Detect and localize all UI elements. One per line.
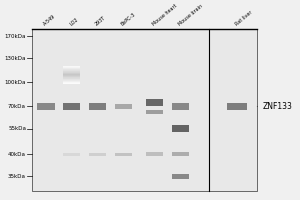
Bar (227, 103, 247, 110)
Bar (172, 125, 189, 132)
Bar (172, 103, 189, 110)
Bar (38, 103, 55, 110)
Bar (115, 153, 132, 156)
Text: Rat liver: Rat liver (234, 10, 253, 27)
Bar (63, 103, 80, 110)
Bar (63, 81, 80, 82)
Bar (63, 153, 80, 156)
Bar (63, 79, 80, 80)
Bar (63, 83, 80, 84)
Bar (32, 29, 257, 191)
Bar (115, 104, 132, 109)
Bar (63, 72, 80, 73)
Bar (63, 66, 80, 67)
Bar (89, 103, 106, 110)
Bar (63, 70, 80, 71)
Bar (146, 99, 163, 106)
Text: Mouse brain: Mouse brain (177, 4, 203, 27)
Bar (146, 152, 163, 156)
Bar (63, 76, 80, 77)
Text: LO2: LO2 (68, 17, 79, 27)
Bar (63, 69, 80, 70)
Bar (89, 153, 106, 156)
Bar (63, 75, 80, 76)
Bar (63, 78, 80, 79)
Text: 40kDa: 40kDa (8, 152, 26, 157)
Bar (63, 82, 80, 83)
Text: 70kDa: 70kDa (8, 104, 26, 109)
Bar (63, 67, 80, 68)
Text: Mouse heart: Mouse heart (151, 4, 178, 27)
Text: 293T: 293T (94, 15, 107, 27)
Text: 100kDa: 100kDa (4, 80, 26, 85)
Bar (63, 73, 80, 74)
Bar (63, 68, 80, 69)
Text: BxPC-3: BxPC-3 (120, 12, 136, 27)
Bar (172, 174, 189, 179)
Text: 35kDa: 35kDa (8, 174, 26, 179)
Bar (63, 71, 80, 72)
Bar (63, 74, 80, 75)
Text: A-549: A-549 (43, 14, 57, 27)
Text: 170kDa: 170kDa (4, 34, 26, 39)
Bar (146, 110, 163, 114)
Text: 55kDa: 55kDa (8, 126, 26, 131)
Text: 130kDa: 130kDa (4, 56, 26, 61)
Bar (63, 80, 80, 81)
Bar (172, 152, 189, 156)
Bar (63, 77, 80, 78)
Text: ZNF133: ZNF133 (257, 102, 293, 111)
